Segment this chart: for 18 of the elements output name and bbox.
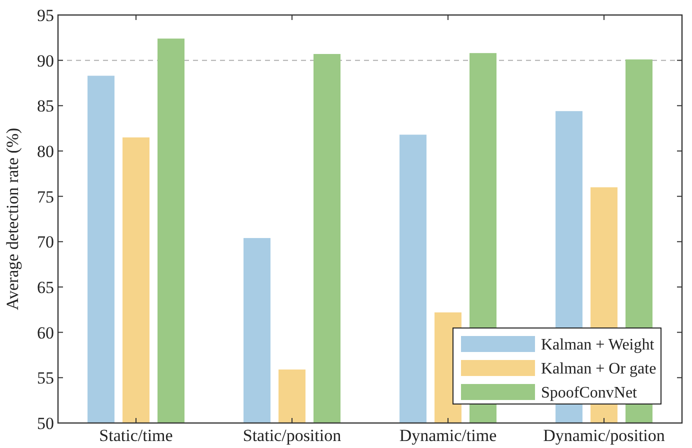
y-axis-title: Average detection rate (%): [3, 128, 22, 310]
y-tick-label: 65: [37, 278, 54, 297]
y-tick-label: 80: [37, 142, 54, 161]
y-tick-label: 95: [37, 6, 54, 25]
y-tick-label: 60: [37, 323, 54, 342]
y-tick-label: 70: [37, 232, 54, 252]
y-tick-label: 90: [37, 51, 54, 70]
y-tick-label: 50: [37, 414, 54, 433]
legend-label: SpoofConvNet: [541, 384, 638, 402]
x-tick-label: Static/time: [99, 426, 173, 445]
y-tick-label: 75: [37, 187, 54, 206]
y-tick-label: 85: [37, 96, 54, 116]
x-tick-label: Dynamic/position: [543, 426, 666, 445]
x-tick-label: Dynamic/time: [399, 426, 497, 445]
y-tick-label: 55: [37, 368, 54, 388]
x-tick-label: Static/position: [242, 426, 342, 445]
legend-label: Kalman + Or gate: [541, 360, 656, 378]
legend-label: Kalman + Weight: [541, 336, 655, 354]
